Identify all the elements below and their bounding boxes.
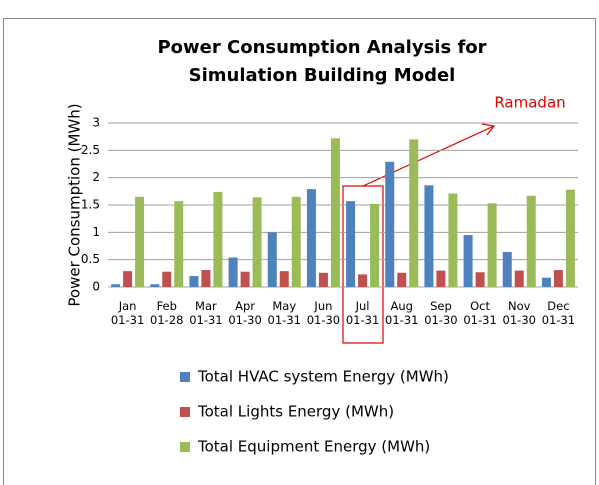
legend-swatch: [180, 407, 190, 417]
bar: [385, 161, 395, 287]
bar: [553, 270, 563, 287]
bar: [279, 271, 289, 287]
x-tick-label: Aug 01-31: [385, 299, 419, 327]
bar: [252, 197, 262, 287]
bar: [409, 139, 419, 287]
x-tick-label: May 01-31: [267, 299, 301, 327]
legend-label: Total Equipment Energy (MWh): [197, 438, 430, 456]
x-tick-label: Jan 01-31: [110, 299, 145, 327]
annotation: Ramadan: [494, 94, 565, 112]
annotation-arrow: [362, 125, 495, 187]
bar: [397, 272, 407, 287]
bar: [448, 193, 458, 287]
bar: [267, 232, 277, 287]
legend-label: Total Lights Energy (MWh): [197, 403, 394, 421]
y-tick-label: 2.5: [81, 143, 100, 157]
bar: [475, 272, 485, 287]
bar: [526, 195, 536, 287]
bar: [514, 270, 524, 287]
bar: [174, 201, 184, 287]
bar: [565, 189, 575, 287]
x-tick-label: Jun 01-30: [306, 299, 341, 327]
y-tick-label: 0.5: [81, 252, 100, 266]
bar: [291, 196, 301, 287]
bar: [424, 185, 434, 287]
bar: [502, 252, 512, 287]
y-axis-label: Power Consumption (MWh): [66, 103, 84, 306]
y-tick-label: 2: [92, 170, 100, 184]
bar: [370, 203, 380, 287]
bar: [123, 271, 133, 287]
x-tick-label: Apr 01-30: [228, 299, 262, 327]
arrow-head: [481, 123, 496, 136]
y-tick-label: 1: [92, 225, 100, 239]
y-tick-label: 3: [92, 116, 100, 130]
bar: [213, 191, 223, 287]
y-tick-label: 0: [92, 280, 100, 294]
bar: [541, 277, 551, 287]
x-tick-label: Nov 01-30: [502, 299, 536, 327]
legend-label: Total HVAC system Energy (MWh): [197, 368, 449, 386]
x-tick-label: Feb 01-28: [150, 299, 184, 327]
bar: [135, 196, 145, 287]
x-tick-label: Mar 01-31: [189, 299, 223, 327]
chart-title: Power Consumption Analysis for Simulatio…: [157, 37, 487, 86]
bar: [306, 189, 316, 287]
bar: [330, 138, 340, 287]
bar: [201, 270, 211, 287]
legend-swatch: [180, 372, 190, 382]
bar: [358, 274, 368, 287]
bar: [111, 284, 121, 287]
x-tick-label: Dec 01-31: [541, 299, 576, 327]
x-tick-label: Oct 01-31: [463, 299, 497, 327]
bar: [228, 257, 238, 287]
bar: [189, 276, 199, 287]
bar: [162, 271, 172, 287]
bar: [436, 270, 446, 287]
bar: [487, 203, 497, 287]
x-tick-label: Jul 01-31: [345, 299, 380, 327]
bar: [150, 284, 160, 287]
bar: [463, 235, 473, 287]
chart-border: [3, 18, 596, 485]
bar: [240, 271, 250, 287]
legend-swatch: [180, 442, 190, 452]
y-tick-label: 1.5: [81, 198, 100, 212]
x-tick-label: Sep 01-30: [424, 299, 458, 327]
bar: [318, 272, 328, 287]
bar: [346, 201, 356, 287]
